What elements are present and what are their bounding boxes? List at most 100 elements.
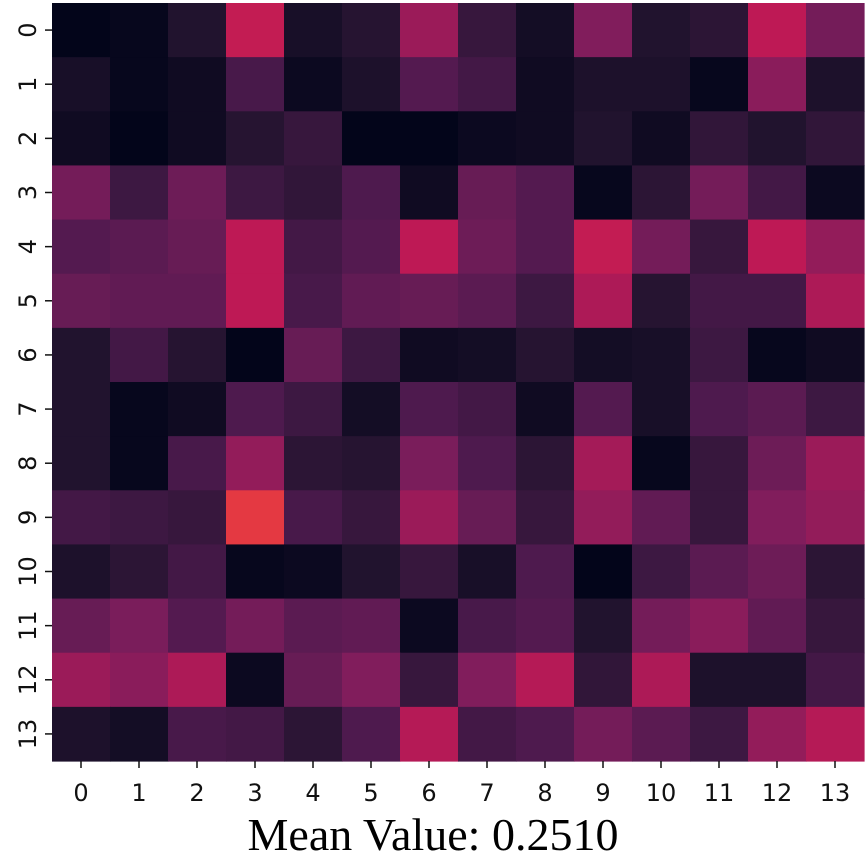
heatmap-cell-r7-c13	[806, 382, 865, 437]
heatmap-cell-r10-c2	[168, 544, 227, 600]
heatmap-cell-r9-c4	[284, 490, 343, 546]
heatmap-cell-r12-c9	[574, 652, 633, 708]
heatmap-cell-r13-c11	[690, 706, 749, 762]
heatmap-cell-r3-c11	[690, 165, 749, 221]
heatmap-cell-r11-c7	[458, 598, 517, 654]
heatmap-cell-r8-c8	[516, 436, 575, 491]
heatmap-cell-r6-c12	[748, 327, 807, 383]
heatmap-cell-r12-c2	[168, 652, 227, 708]
heatmap-cell-r9-c2	[168, 490, 227, 546]
heatmap-cell-r6-c9	[574, 327, 633, 383]
heatmap-cell-r11-c0	[52, 598, 111, 654]
heatmap-cell-r10-c3	[226, 544, 285, 600]
heatmap-cell-r8-c11	[690, 436, 749, 491]
y-tick-label-9: 9	[14, 510, 42, 525]
heatmap-cell-r0-c2	[168, 3, 227, 58]
heatmap-cell-r2-c5	[342, 111, 401, 167]
heatmap-cell-r13-c5	[342, 706, 401, 762]
x-tick-label-8: 8	[537, 779, 552, 807]
x-tick-label-10: 10	[646, 779, 677, 807]
heatmap-cell-r8-c0	[52, 436, 111, 491]
heatmap-cell-r12-c8	[516, 652, 575, 708]
x-tick-label-4: 4	[305, 779, 320, 807]
heatmap-cell-r8-c1	[110, 436, 169, 491]
heatmap-cell-r4-c0	[52, 219, 111, 275]
heatmap-cell-r11-c8	[516, 598, 575, 654]
heatmap-cell-r3-c7	[458, 165, 517, 221]
heatmap-cell-r0-c10	[632, 3, 691, 58]
heatmap-cell-r12-c5	[342, 652, 401, 708]
heatmap-cell-r1-c9	[574, 57, 633, 112]
heatmap-cell-r5-c9	[574, 273, 633, 329]
heatmap-cell-r4-c10	[632, 219, 691, 275]
x-tick-label-9: 9	[595, 779, 610, 807]
y-tick-label-2: 2	[14, 131, 42, 146]
heatmap-cell-r13-c3	[226, 706, 285, 762]
heatmap-cell-r2-c10	[632, 111, 691, 167]
heatmap-cell-r11-c13	[806, 598, 865, 654]
heatmap-cell-r13-c10	[632, 706, 691, 762]
heatmap-cell-r7-c11	[690, 382, 749, 437]
heatmap-cell-r3-c8	[516, 165, 575, 221]
heatmap-cell-r6-c6	[400, 327, 459, 383]
heatmap-cell-r8-c10	[632, 436, 691, 491]
heatmap-cell-r10-c12	[748, 544, 807, 600]
y-tick-label-13: 13	[14, 719, 42, 750]
heatmap-cell-r7-c10	[632, 382, 691, 437]
heatmap-cell-r10-c4	[284, 544, 343, 600]
heatmap-cell-r4-c2	[168, 219, 227, 275]
heatmap-cell-r4-c4	[284, 219, 343, 275]
heatmap-cell-r0-c6	[400, 3, 459, 58]
heatmap-cell-r13-c12	[748, 706, 807, 762]
heatmap-cell-r5-c4	[284, 273, 343, 329]
heatmap-cell-r1-c0	[52, 57, 111, 112]
heatmap-cell-r13-c13	[806, 706, 865, 762]
heatmap-cell-r6-c2	[168, 327, 227, 383]
heatmap-cell-r12-c13	[806, 652, 865, 708]
heatmap-cell-r10-c5	[342, 544, 401, 600]
heatmap-cell-r2-c11	[690, 111, 749, 167]
heatmap-cell-r3-c1	[110, 165, 169, 221]
heatmap-cell-r5-c7	[458, 273, 517, 329]
heatmap-cell-r3-c0	[52, 165, 111, 221]
heatmap-cell-r13-c9	[574, 706, 633, 762]
heatmap-cell-r2-c2	[168, 111, 227, 167]
heatmap-cell-r11-c4	[284, 598, 343, 654]
heatmap-cell-r1-c1	[110, 57, 169, 112]
heatmap-cell-r11-c9	[574, 598, 633, 654]
heatmap-cell-r1-c13	[806, 57, 865, 112]
y-tick-label-0: 0	[14, 22, 42, 37]
heatmap-cell-r6-c10	[632, 327, 691, 383]
heatmap-cell-r12-c3	[226, 652, 285, 708]
heatmap-cell-r11-c1	[110, 598, 169, 654]
heatmap-cell-r7-c6	[400, 382, 459, 437]
heatmap-cell-r4-c11	[690, 219, 749, 275]
heatmap-cell-r0-c9	[574, 3, 633, 58]
heatmap-cell-r0-c12	[748, 3, 807, 58]
x-tick-label-6: 6	[421, 779, 436, 807]
heatmap-cell-r2-c4	[284, 111, 343, 167]
heatmap-cell-r3-c13	[806, 165, 865, 221]
heatmap-cell-r1-c8	[516, 57, 575, 112]
x-tick-label-7: 7	[479, 779, 494, 807]
heatmap-cell-r5-c0	[52, 273, 111, 329]
heatmap-cell-r6-c7	[458, 327, 517, 383]
heatmap-cell-r9-c11	[690, 490, 749, 546]
heatmap-cell-r0-c13	[806, 3, 865, 58]
heatmap-cell-r4-c13	[806, 219, 865, 275]
heatmap-cell-r2-c1	[110, 111, 169, 167]
heatmap-cell-r0-c0	[52, 3, 111, 58]
heatmap-cell-r12-c0	[52, 652, 111, 708]
y-tick-label-12: 12	[14, 665, 42, 696]
heatmap-cell-r13-c8	[516, 706, 575, 762]
heatmap-cell-r9-c10	[632, 490, 691, 546]
heatmap-cell-r0-c11	[690, 3, 749, 58]
heatmap-cell-r10-c10	[632, 544, 691, 600]
heatmap-cell-r7-c5	[342, 382, 401, 437]
heatmap-cell-r9-c8	[516, 490, 575, 546]
heatmap-cell-r1-c5	[342, 57, 401, 112]
heatmap-cell-r7-c7	[458, 382, 517, 437]
heatmap-cell-r13-c0	[52, 706, 111, 762]
heatmap-cell-r11-c6	[400, 598, 459, 654]
